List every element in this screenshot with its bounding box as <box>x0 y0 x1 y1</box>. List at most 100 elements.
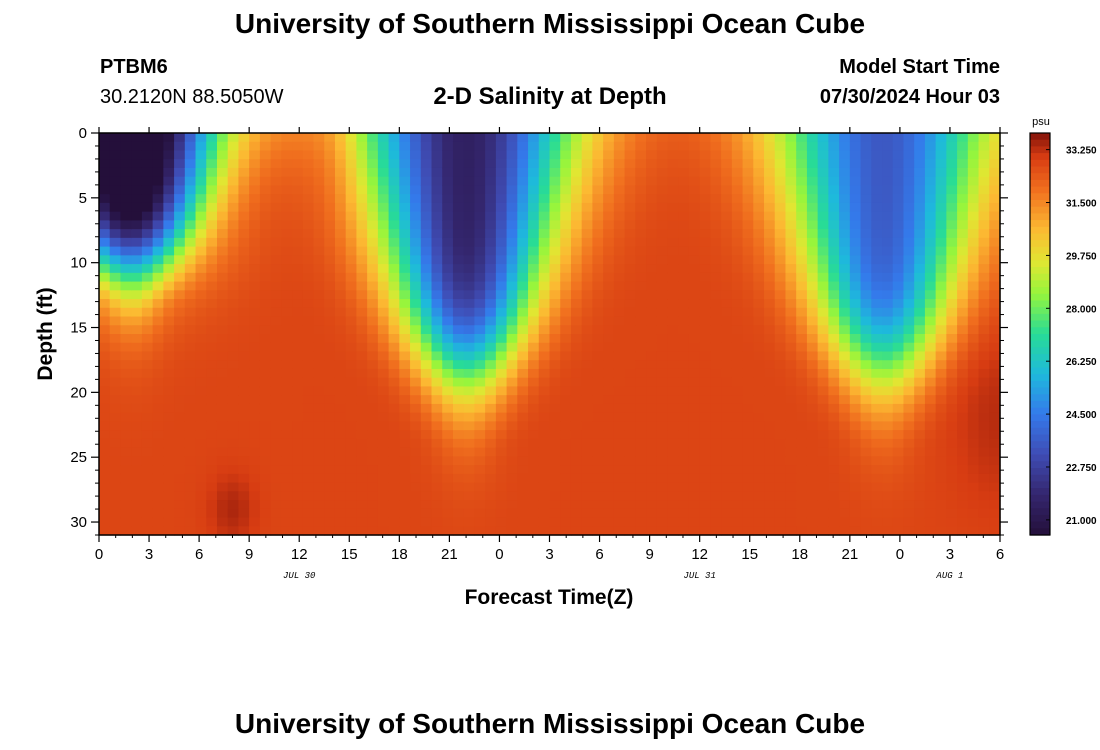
heatmap-cell <box>270 517 282 527</box>
heatmap-cell <box>506 246 518 256</box>
heatmap-cell <box>549 473 561 484</box>
heatmap-cell <box>388 255 400 265</box>
heatmap-cell <box>431 456 443 466</box>
heatmap-cell <box>688 334 701 344</box>
heatmap-cell <box>109 395 122 405</box>
heatmap-cell <box>216 395 229 405</box>
heatmap-cell <box>989 220 1001 230</box>
heatmap-cell <box>399 229 411 239</box>
heatmap-cell <box>227 491 240 501</box>
heatmap-cell <box>538 202 551 213</box>
heatmap-cell <box>678 430 690 440</box>
heatmap-cell <box>688 473 701 484</box>
heatmap-cell <box>785 526 797 536</box>
heatmap-cell <box>388 167 400 178</box>
heatmap-cell <box>796 456 808 466</box>
heatmap-cell <box>377 403 390 414</box>
heatmap-cell <box>270 395 282 405</box>
heatmap-cell <box>99 412 111 422</box>
heatmap-cell <box>377 316 390 326</box>
heatmap-cell <box>495 447 508 457</box>
heatmap-cell <box>742 229 754 239</box>
heatmap-cell <box>613 176 626 187</box>
heatmap-cell <box>367 272 379 283</box>
heatmap-cell <box>935 517 947 527</box>
heatmap-cell <box>935 211 947 221</box>
heatmap-cell <box>206 377 218 388</box>
heatmap-cell <box>463 412 476 422</box>
heatmap-cell <box>753 220 765 230</box>
heatmap-cell <box>967 167 980 178</box>
heatmap-cell <box>688 316 701 326</box>
heatmap-cell <box>313 229 325 239</box>
heatmap-cell <box>785 167 797 178</box>
heatmap-cell <box>420 325 433 335</box>
heatmap-cell <box>452 526 465 536</box>
heatmap-cell <box>871 465 883 475</box>
colorbar-segment <box>1030 246 1050 255</box>
heatmap-cell <box>646 447 658 457</box>
heatmap-cell <box>667 150 679 160</box>
heatmap-cell <box>839 185 851 195</box>
heatmap-cell <box>292 482 304 492</box>
heatmap-cell <box>774 403 787 414</box>
heatmap-cell <box>721 447 733 457</box>
heatmap-cell <box>131 447 143 457</box>
heatmap-cell <box>849 316 862 326</box>
heatmap-cell <box>216 456 229 466</box>
heatmap-cell <box>624 421 636 431</box>
heatmap-cell <box>978 368 990 379</box>
heatmap-cell <box>967 482 980 492</box>
heatmap-cell <box>334 491 347 501</box>
heatmap-cell <box>99 150 111 160</box>
heatmap-cell <box>935 403 947 414</box>
heatmap-cell <box>688 368 701 379</box>
heatmap-cell <box>764 194 776 204</box>
heatmap-cell <box>624 491 636 501</box>
heatmap-cell <box>485 202 497 213</box>
heatmap-cell <box>141 325 154 335</box>
heatmap-cell <box>506 447 518 457</box>
heatmap-cell <box>420 351 433 361</box>
heatmap-cell <box>495 167 508 178</box>
heatmap-cell <box>849 167 862 178</box>
heatmap-cell <box>174 202 186 213</box>
heatmap-cell <box>978 246 990 256</box>
colorbar-segment <box>1030 280 1050 288</box>
heatmap-cell <box>259 133 272 143</box>
heatmap-cell <box>957 264 969 274</box>
heatmap-cell <box>538 342 551 353</box>
heatmap-cell <box>313 500 325 510</box>
heatmap-cell <box>967 211 980 221</box>
heatmap-cell <box>699 316 711 326</box>
heatmap-cell <box>195 508 207 519</box>
heatmap-cell <box>506 133 518 143</box>
heatmap-cell <box>560 412 572 422</box>
heatmap-cell <box>259 386 272 396</box>
heatmap-cell <box>721 185 733 195</box>
heatmap-cell <box>292 202 304 213</box>
heatmap-cell <box>452 360 465 370</box>
heatmap-cell <box>882 508 894 519</box>
heatmap-cell <box>935 465 947 475</box>
heatmap-cell <box>410 508 422 519</box>
heatmap-cell <box>216 194 229 204</box>
heatmap-cell <box>485 465 497 475</box>
heatmap-cell <box>324 194 336 204</box>
heatmap-cell <box>109 377 122 388</box>
heatmap-cell <box>281 473 293 484</box>
heatmap-cell <box>334 508 347 519</box>
heatmap-cell <box>302 185 315 195</box>
heatmap-cell <box>377 508 390 519</box>
heatmap-cell <box>774 229 787 239</box>
heatmap-cell <box>249 403 261 414</box>
heatmap-cell <box>667 473 679 484</box>
heatmap-cell <box>957 412 969 422</box>
heatmap-cell <box>978 491 990 501</box>
heatmap-cell <box>978 508 990 519</box>
heatmap-cell <box>892 456 905 466</box>
heatmap-cell <box>817 421 829 431</box>
heatmap-cell <box>388 500 400 510</box>
x-tick-label: 6 <box>996 546 1004 563</box>
heatmap-cell <box>903 351 915 361</box>
